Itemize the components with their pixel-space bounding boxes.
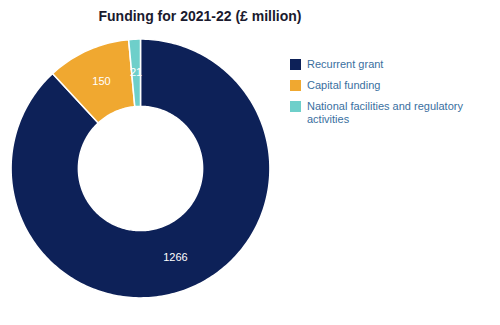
- svg-text:150: 150: [92, 75, 110, 87]
- html-text:Recurrent grant: Recurrent grant: [307, 58, 384, 70]
- svg-text:21: 21: [130, 66, 142, 78]
- svg-text:1266: 1266: [163, 251, 187, 263]
- html-text:National facilities and regula: National facilities and regulatory activ…: [307, 100, 463, 125]
- html-text:Funding for 2021-22 (£ million: Funding for 2021-22 (£ million): [98, 8, 302, 24]
- html-text:Capital funding: Capital funding: [307, 79, 381, 91]
